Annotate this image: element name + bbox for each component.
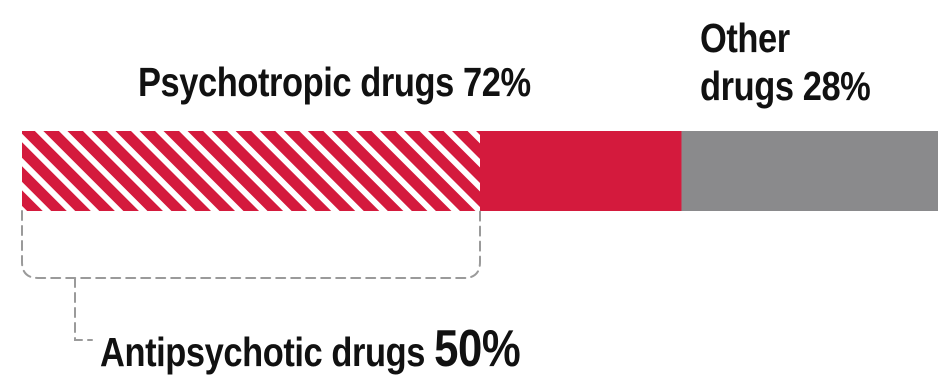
bars-group (22, 131, 938, 211)
antipsychotic-label: Antipsychotic drugs 50% (100, 320, 521, 377)
bar-segment-antipsychotic-hatch (22, 131, 480, 211)
other-drugs-label-line1: Other (700, 15, 790, 61)
other-drugs-label: Other drugs 28% (700, 14, 927, 110)
psychotropic-label: Psychotropic drugs 72% (138, 59, 531, 105)
antipsychotic-value: 50% (434, 320, 521, 377)
antipsychotic-bracket (21, 210, 481, 341)
bar-segment-other-drugs (681, 131, 938, 211)
other-drugs-label-line2: drugs 28% (700, 63, 871, 109)
antipsychotic-label-text: Antipsychotic drugs (100, 329, 425, 375)
